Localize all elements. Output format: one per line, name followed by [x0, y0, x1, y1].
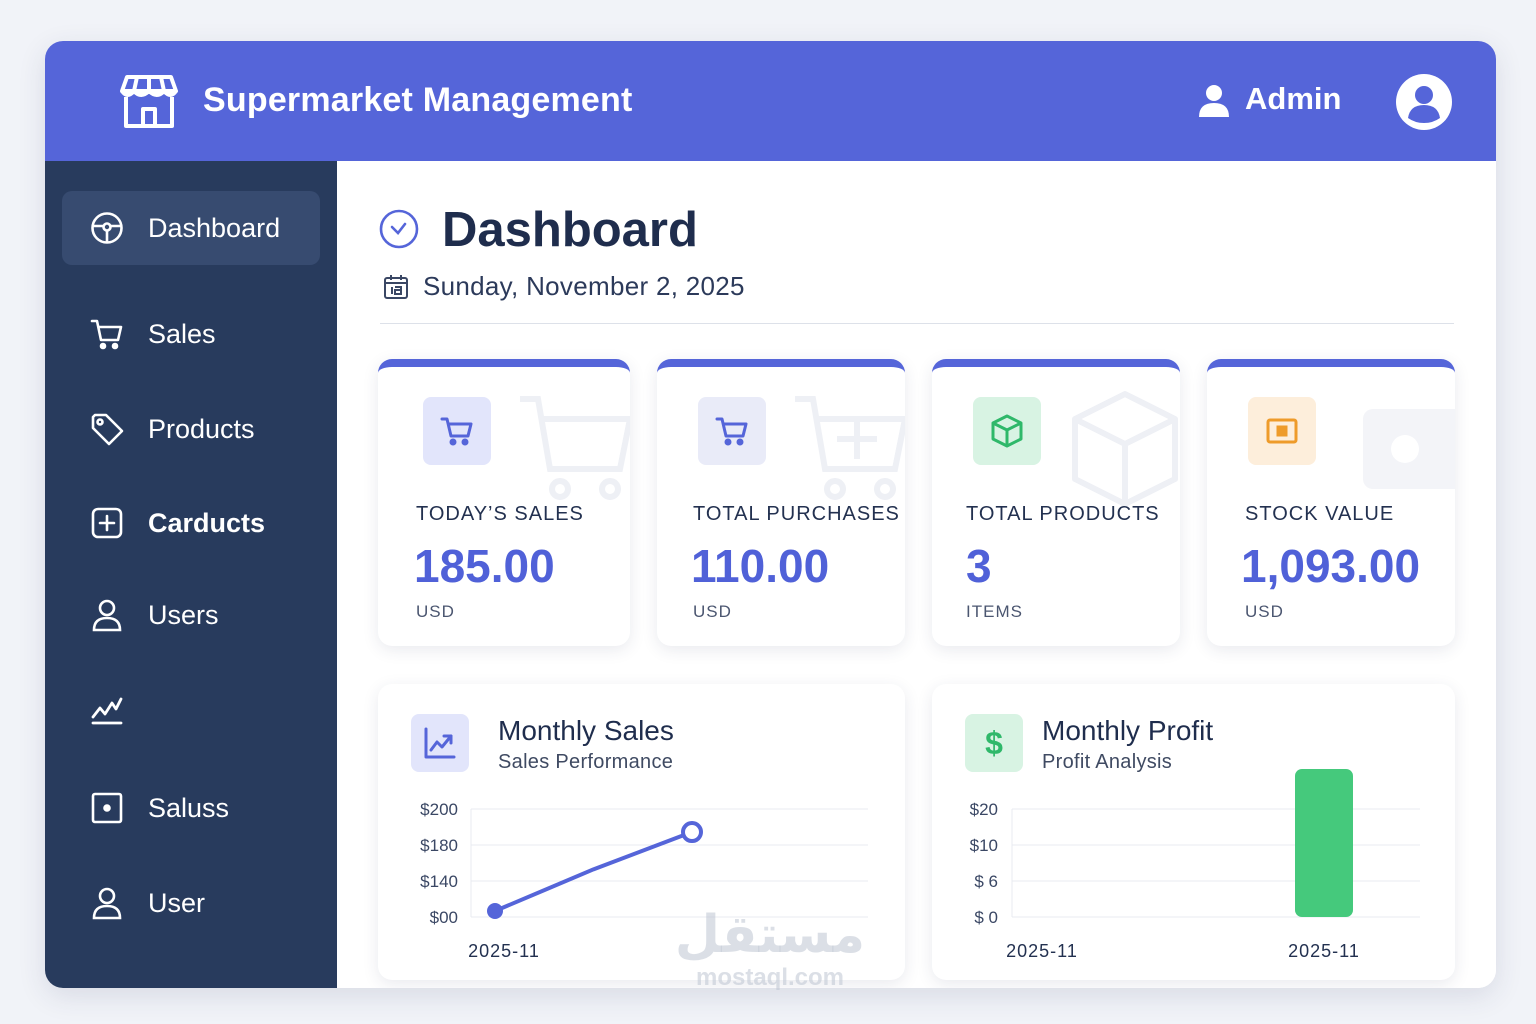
y-tick-label: $10 [970, 836, 998, 855]
sidebar-item-label: User [148, 888, 206, 918]
sidebar-item-label: Users [148, 600, 219, 630]
monthly-profit-chart: $20 $10 $ 6 $ 0 2025-11 2025-11 [970, 769, 1420, 961]
divider [380, 323, 1454, 324]
sidebar-item-sales[interactable]: Sales [62, 297, 320, 371]
profit-bar [1295, 769, 1353, 917]
y-tick-label: $180 [420, 836, 458, 855]
sidebar-item-label: Sales [148, 319, 216, 349]
stat-card-total-products[interactable]: TOTAL PRODUCTS 3 ITEMS [932, 359, 1180, 646]
calendar-icon [384, 275, 408, 299]
stat-card-total-purchases[interactable]: TOTAL PURCHASES 110.00 USD [657, 359, 905, 646]
x-tick-label: 2025-11 [468, 941, 540, 961]
box-watermark-icon [1072, 391, 1178, 507]
data-point [681, 821, 703, 844]
stat-value: 185.00 [414, 540, 555, 592]
stat-label: TODAY’S SALES [416, 503, 584, 525]
sidebar-item-users[interactable]: Users [62, 578, 320, 652]
y-tick-label: $ 6 [974, 872, 998, 891]
x-tick-label: 2025-11 [1006, 941, 1078, 961]
dashboard-gauge-icon [91, 212, 123, 244]
store-icon [120, 75, 178, 128]
y-tick-label: $00 [430, 908, 458, 927]
square-dot-icon [91, 792, 123, 824]
cart-icon [715, 417, 748, 446]
sidebar-item-dashboard[interactable]: Dashboard [62, 191, 320, 265]
stat-card-stock-value[interactable]: STOCK VALUE 1,093.00 USD [1207, 359, 1455, 646]
stat-label: STOCK VALUE [1245, 503, 1395, 525]
cart-icon [440, 417, 473, 446]
sidebar-item-label: Dashboard [148, 213, 281, 243]
avatar-button[interactable] [1396, 74, 1452, 130]
stat-icon-box [423, 397, 491, 465]
cart-icon [90, 319, 123, 350]
trend-up-icon [424, 727, 456, 759]
sidebar: Dashboard Sales Products Carducts [45, 161, 337, 988]
sidebar-item-label: Carducts [148, 508, 266, 538]
stat-label: TOTAL PRODUCTS [966, 503, 1160, 525]
box-icon [991, 414, 1023, 448]
user-icon [92, 599, 122, 632]
chart-subtitle: Sales Performance [498, 751, 674, 773]
cash-icon [1266, 418, 1298, 444]
tag-icon [91, 413, 124, 446]
page-title: Dashboard [442, 203, 698, 257]
stat-value: 1,093.00 [1241, 540, 1421, 592]
cart-plus-watermark-icon [795, 396, 905, 500]
y-tick-label: $ 0 [974, 908, 998, 927]
y-tick-label: $20 [970, 800, 998, 819]
stat-label: TOTAL PURCHASES [693, 503, 900, 525]
stat-unit: USD [693, 602, 732, 621]
chart-title: Monthly Profit [1042, 715, 1214, 746]
user-icon [92, 887, 122, 920]
sidebar-item-label: Saluss [148, 793, 230, 823]
avatar-icon [1408, 86, 1440, 123]
x-tick-label: 2025-11 [1288, 941, 1360, 961]
chart-icon-box [411, 714, 469, 772]
dollar-icon: $ [985, 725, 1003, 761]
monthly-profit-card: $ Monthly Profit Profit Analysis $20 $10 $… [932, 684, 1455, 980]
sidebar-item-carducts[interactable]: Carducts [62, 486, 320, 560]
data-point [487, 903, 503, 919]
sidebar-item-products[interactable]: Products [62, 392, 320, 466]
y-tick-label: $200 [420, 800, 458, 819]
sales-line [494, 830, 693, 913]
sidebar-item-saluss[interactable]: Saluss [62, 771, 320, 845]
app-title: Supermarket Management [203, 81, 633, 119]
cart-watermark-icon [520, 396, 630, 500]
trend-chart-icon [91, 697, 123, 725]
stat-value: 110.00 [691, 540, 830, 592]
user-icon [1199, 85, 1229, 117]
stat-value: 3 [966, 540, 992, 592]
user-name[interactable]: Admin [1245, 81, 1342, 116]
stat-icon-box [973, 397, 1041, 465]
app-window: Supermarket Management Admin Dashboard [45, 41, 1496, 988]
y-tick-label: $140 [420, 872, 458, 891]
chart-icon-box: $ [965, 714, 1023, 772]
sidebar-item-user[interactable]: User [62, 866, 320, 940]
sidebar-item-reports[interactable] [62, 673, 320, 747]
stat-card-todays-sales[interactable]: TODAY’S SALES 185.00 USD [378, 359, 630, 646]
stat-unit: USD [416, 602, 455, 621]
stat-unit: ITEMS [966, 602, 1023, 621]
stat-unit: USD [1245, 602, 1284, 621]
sidebar-item-label: Products [148, 414, 255, 444]
stat-icon-box [1248, 397, 1316, 465]
plus-square-icon [91, 507, 123, 539]
chart-title: Monthly Sales [498, 715, 674, 746]
top-bar: Supermarket Management Admin [45, 41, 1496, 161]
main-content: Dashboard Sunday, November 2, 2025 TODAY… [337, 161, 1496, 988]
monthly-sales-card: Monthly Sales Sales Performance $200 $180… [378, 684, 905, 980]
svg-text:$: $ [985, 725, 1003, 761]
monthly-sales-chart: $200 $180 $140 $00 2025-11 [420, 800, 868, 961]
page-date: Sunday, November 2, 2025 [423, 271, 745, 301]
clock-icon [379, 209, 419, 249]
chart-subtitle: Profit Analysis [1042, 751, 1173, 773]
cash-watermark-icon [1363, 409, 1455, 489]
stat-icon-box [698, 397, 766, 465]
